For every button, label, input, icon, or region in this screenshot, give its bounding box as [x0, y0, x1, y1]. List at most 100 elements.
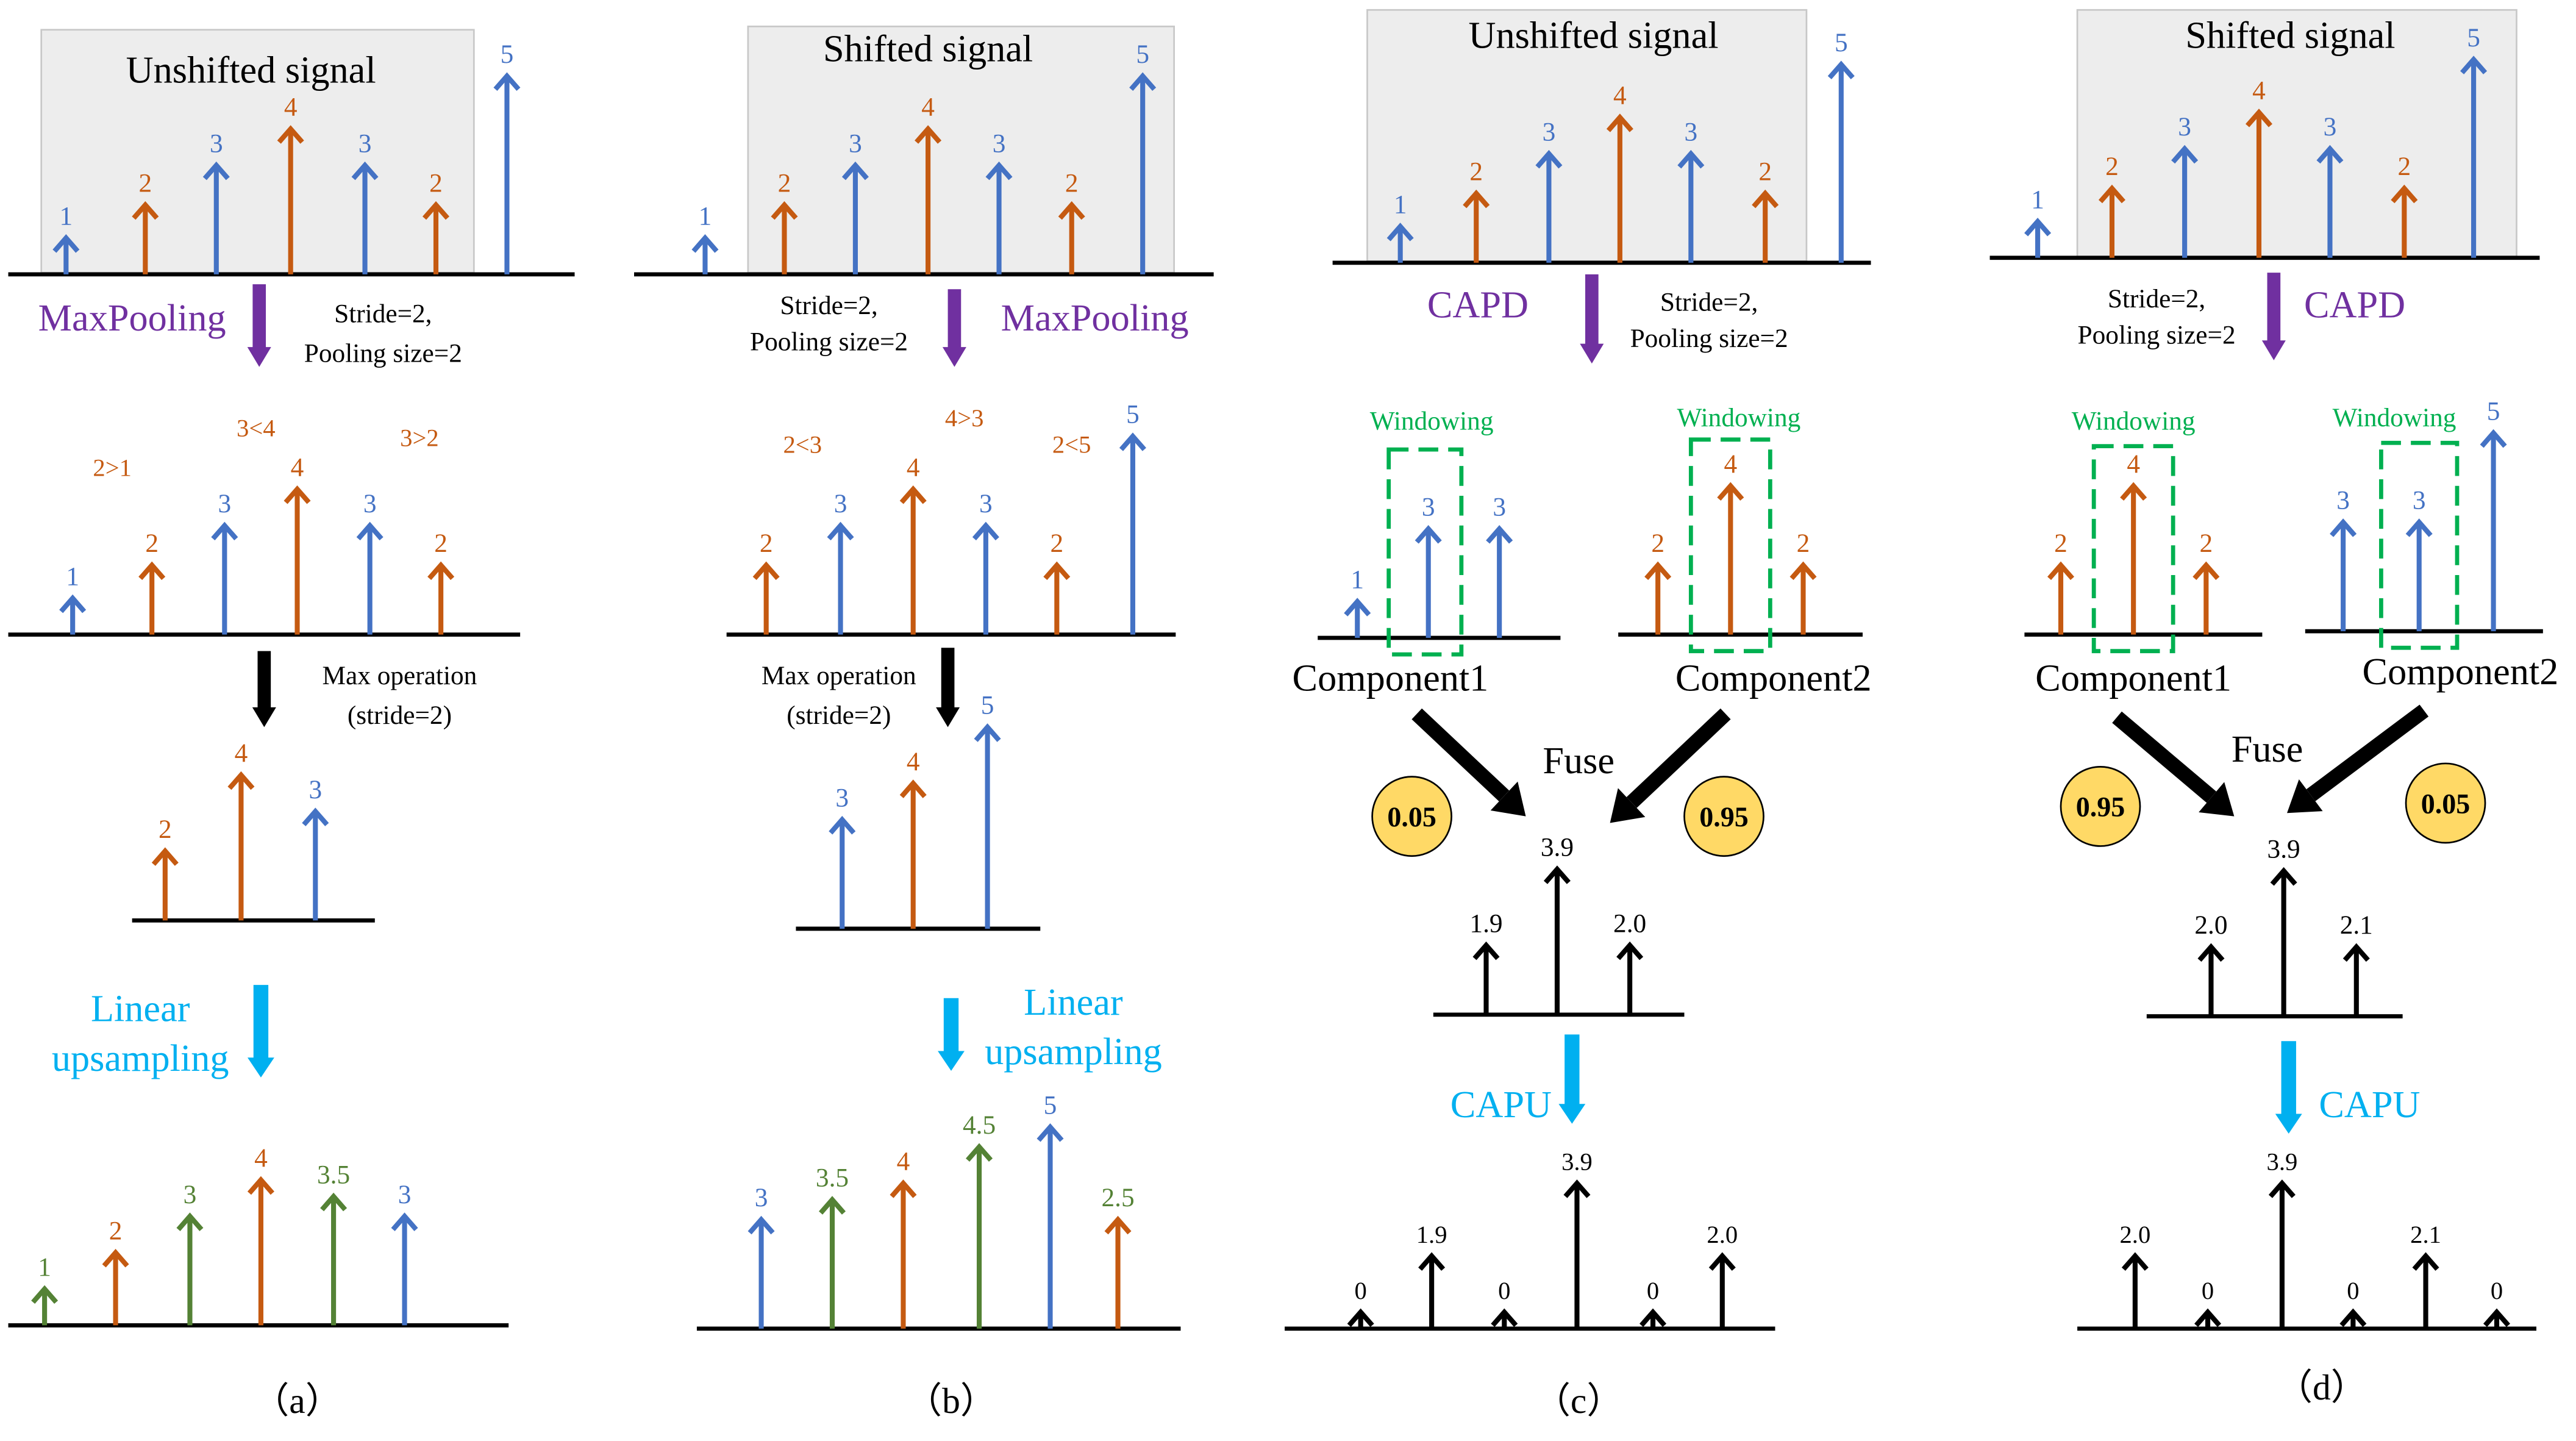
stem-head: [1708, 1252, 1736, 1271]
stem-value: 0: [2491, 1277, 2503, 1304]
stem-value: 5: [981, 691, 994, 720]
stem-value: 3.9: [2267, 834, 2300, 864]
stem-head: [277, 125, 304, 144]
stem-head: [899, 485, 927, 504]
window-box: [1386, 447, 1464, 657]
stem-head: [2330, 518, 2357, 537]
stem-value: 3: [218, 489, 232, 518]
stem-head: [1129, 72, 1157, 91]
panel-title: Unshifted signal: [126, 49, 376, 91]
stem-head: [1463, 189, 1490, 209]
arrow-head: [1490, 781, 1526, 817]
stem-head: [752, 561, 780, 581]
pooled-stem: 4: [899, 747, 927, 929]
op-label: CAPD: [1427, 284, 1529, 326]
stem-head: [2268, 1179, 2296, 1198]
panel-title: Shifted signal: [2185, 15, 2395, 57]
pair-stem: 2: [138, 529, 166, 635]
fused-stem: 3.9: [2267, 834, 2300, 1017]
weight-right: 0.95: [1683, 776, 1764, 857]
comparison-label: 3>2: [400, 424, 439, 452]
stem-value: 1: [1394, 190, 1407, 220]
upsampling-label: Linear: [1024, 981, 1123, 1023]
stem-value: 3: [1543, 117, 1556, 146]
output-stem: 3.5: [317, 1160, 350, 1326]
component2-label: Component2: [2363, 651, 2559, 693]
stem-head: [966, 1143, 993, 1162]
pooled-stem: 2: [151, 815, 179, 921]
stem-head: [351, 161, 379, 181]
stem-value: 3.9: [1541, 833, 1574, 862]
stem-value: 2: [1797, 529, 1810, 558]
signal-box: [40, 29, 475, 274]
stem-head: [227, 771, 255, 790]
stem-value: 2.5: [1101, 1183, 1134, 1212]
stem-head: [841, 161, 869, 181]
stem-value: 2: [2054, 529, 2068, 558]
stem-head: [2483, 1308, 2511, 1327]
arrow-head: [2199, 782, 2235, 817]
stem-head: [1415, 524, 1442, 544]
stem-head: [972, 521, 999, 541]
stem-head: [1752, 189, 1779, 209]
stem-head: [827, 521, 854, 541]
component1-label: Component1: [1293, 657, 1489, 699]
maxpool-arrow: [247, 284, 271, 367]
stem-head: [59, 594, 87, 613]
stem-head: [132, 201, 159, 220]
fuse-arrow-left: [1411, 708, 1526, 817]
stem-head: [2391, 184, 2418, 204]
output-stem: 3: [747, 1183, 775, 1329]
stem-head: [176, 1212, 204, 1231]
stem-head: [2405, 518, 2433, 537]
component1-stem: 2: [2192, 529, 2220, 635]
stem-value: 3: [359, 129, 372, 158]
stem-head: [2192, 561, 2220, 581]
stem-value: 2: [109, 1216, 123, 1245]
stem-value: 3: [2178, 112, 2191, 141]
arrow-head: [942, 347, 966, 367]
stem-value: 4: [907, 747, 920, 776]
input-stem: 1: [691, 202, 719, 274]
stem-value: 5: [1136, 40, 1149, 69]
stride-label: Stride=2,: [1660, 287, 1758, 316]
stem-head: [890, 1179, 917, 1198]
output-stem: 0: [2194, 1277, 2222, 1329]
stem-head: [1827, 60, 1855, 80]
arrow-head: [1580, 343, 1604, 364]
stem-head: [302, 807, 329, 826]
output-stem: 2: [102, 1216, 129, 1326]
stem-value: 3: [363, 489, 377, 518]
arrow-head: [2275, 1114, 2302, 1134]
weight-circle: [2405, 762, 2486, 844]
arrow-shaft: [2306, 704, 2429, 801]
fused-stem: 2.0: [2194, 910, 2228, 1017]
stem-value: 0: [2347, 1277, 2359, 1304]
stem-head: [2339, 1308, 2367, 1327]
output-stem: 5: [1036, 1090, 1064, 1329]
stem-head: [31, 1285, 59, 1304]
component2-stem: 2: [1644, 529, 1672, 635]
output-stem: 1: [31, 1253, 59, 1326]
stem-value: 4: [907, 452, 920, 482]
capu-label: CAPU: [2319, 1084, 2420, 1126]
stem-head: [1104, 1215, 1132, 1235]
stem-head: [2194, 1308, 2222, 1327]
stem-head: [1119, 432, 1146, 451]
panel-title: Unshifted signal: [1469, 15, 1719, 57]
component2-stem: 5: [2480, 396, 2507, 632]
arrow-head: [1558, 1104, 1586, 1124]
input-stem: 2: [422, 168, 450, 274]
op-label: CAPD: [2304, 284, 2405, 326]
stem-value: 2: [1651, 529, 1664, 558]
output-stem: 2.5: [1101, 1183, 1135, 1329]
pooled-stem: 4: [227, 738, 255, 921]
upsampling-label: upsampling: [52, 1037, 229, 1079]
output-stem: 4: [247, 1143, 274, 1326]
stem-value: 2.0: [1707, 1221, 1738, 1248]
pair-stem: 4: [284, 452, 311, 635]
stride-label: Stride=2,: [780, 291, 877, 320]
stem-value: 4: [1613, 81, 1627, 110]
pooled-stem: 3: [829, 783, 856, 929]
input-stem: 3: [1677, 117, 1705, 263]
